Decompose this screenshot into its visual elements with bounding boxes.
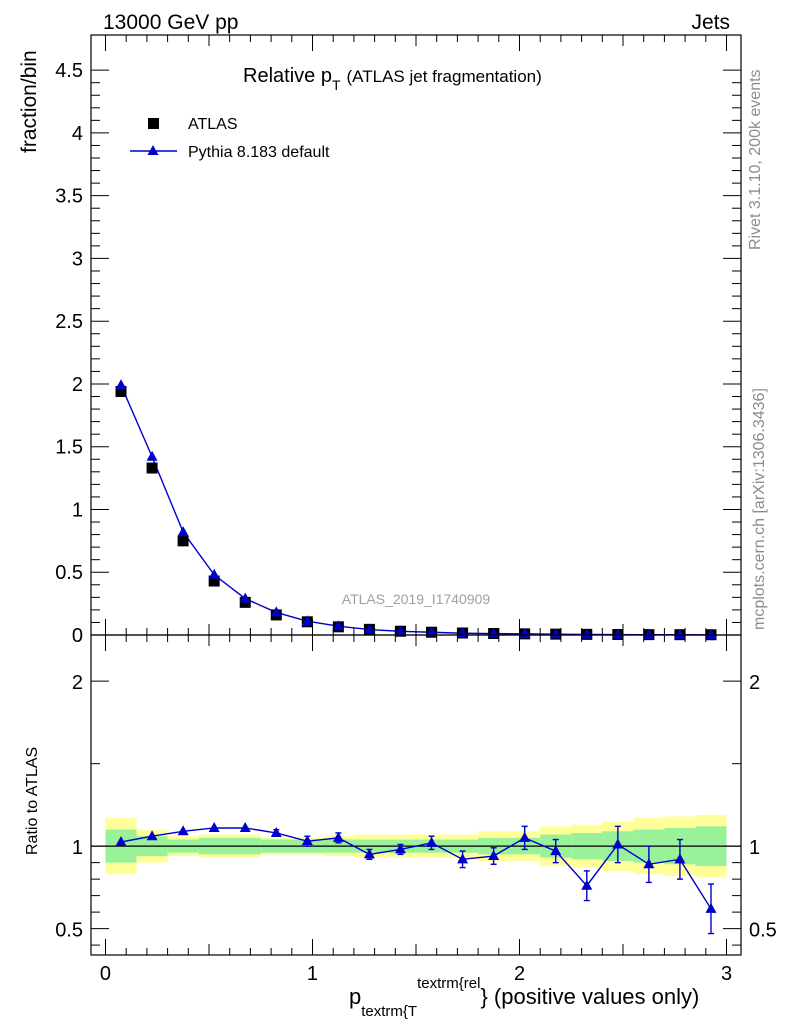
- ratio-point: [550, 845, 562, 856]
- pythia-point: [705, 628, 717, 639]
- main-ticks: 0 0.5 1 1.5 2 2.5 3 3.5 4 4.5: [55, 35, 741, 647]
- atlas-point: [146, 462, 158, 474]
- x-axis-label-rest: } (positive values only): [480, 984, 699, 1009]
- ratio-point: [519, 831, 531, 842]
- ratio-point: [115, 836, 127, 847]
- legend-label-atlas: ATLAS: [188, 116, 238, 133]
- side-label-mcplots: mcplots.cern.ch [arXiv:1306.3436]: [751, 388, 768, 630]
- ratio-ytick-label: 2: [72, 672, 83, 694]
- pythia-point: [208, 568, 220, 579]
- pythia-point: [270, 606, 282, 617]
- x-axis-label: ptextrm{Ttextrm{rel} (positive values on…: [349, 975, 699, 1020]
- plot-title-main: Relative p: [243, 65, 332, 87]
- pythia-point: [674, 628, 686, 639]
- ratio-point: [270, 826, 282, 837]
- ratio-point: [332, 831, 344, 842]
- ratio-xtick-label: 3: [721, 963, 732, 985]
- main-ytick-label: 4: [72, 123, 83, 145]
- x-axis-label-sup: textrm{rel: [417, 975, 480, 992]
- main-ytick-label: 4.5: [55, 60, 83, 82]
- ratio-point: [208, 821, 220, 832]
- ratio-ytick-label-right: 0.5: [749, 920, 777, 942]
- ratio-point: [705, 902, 717, 913]
- plot-title-rest: (ATLAS jet fragmentation): [347, 67, 542, 86]
- pythia-point: [612, 628, 624, 639]
- plot-title-sub: T: [332, 77, 341, 93]
- ratio-point: [612, 838, 624, 849]
- ratio-xtick-label: 1: [307, 963, 318, 985]
- ratio-ytick-label-right: 2: [749, 672, 760, 694]
- atlas-point: [208, 575, 220, 587]
- ratio-ticks: 0.5 0.5 1 1 2 2 0 1 2 3: [55, 635, 777, 985]
- legend-marker-pythia: [147, 145, 159, 155]
- ratio-point: [239, 821, 251, 832]
- ratio-point: [394, 843, 406, 854]
- x-axis-label-sub: textrm{T: [361, 1003, 417, 1020]
- main-ytick-label: 2: [72, 374, 83, 396]
- ratio-ytick-label-right: 1: [749, 837, 760, 859]
- main-ytick-label: 3.5: [55, 186, 83, 208]
- ratio-point: [426, 836, 438, 847]
- ratio-frame: [90, 634, 742, 956]
- pythia-point: [115, 379, 127, 390]
- ratio-ytick-label: 0.5: [55, 920, 83, 942]
- legend-marker-atlas: [148, 118, 159, 129]
- ratio-xtick-label: 2: [514, 963, 525, 985]
- ratio-point: [581, 879, 593, 890]
- ratio-point: [363, 848, 375, 859]
- pythia-point: [643, 628, 655, 639]
- atlas-point: [115, 385, 127, 397]
- ratio-data: [115, 821, 717, 935]
- pythia-point: [426, 626, 438, 637]
- main-ylabel: fraction/bin: [18, 50, 41, 153]
- pythia-point: [177, 526, 189, 537]
- main-ytick-label: 0.5: [55, 562, 83, 584]
- x-axis-label-main: p: [349, 984, 361, 1009]
- ratio-ytick-label: 1: [72, 837, 83, 859]
- main-ytick-label: 2.5: [55, 311, 83, 333]
- main-ytick-label: 0: [72, 625, 83, 647]
- ratio-point: [177, 825, 189, 836]
- ratio-point: [643, 858, 655, 869]
- pythia-point: [146, 450, 158, 461]
- legend-label-pythia: Pythia 8.183 default: [188, 144, 330, 161]
- ratio-point: [301, 835, 313, 846]
- pythia-point: [239, 592, 251, 603]
- pythia-point: [301, 615, 313, 626]
- legend: ATLAS Pythia 8.183 default: [130, 116, 330, 161]
- pythia-point: [394, 625, 406, 636]
- ratio-point: [457, 853, 469, 864]
- pythia-point: [332, 620, 344, 631]
- header-right: Jets: [691, 11, 730, 34]
- pythia-point: [581, 628, 593, 639]
- main-ytick-label: 3: [72, 248, 83, 270]
- header-left: 13000 GeV pp: [103, 11, 238, 34]
- pythia-point: [363, 623, 375, 634]
- plot-title: Relative pT (ATLAS jet fragmentation): [243, 65, 542, 93]
- pythia-point: [550, 628, 562, 639]
- side-label-rivet: Rivet 3.1.10, 200k events: [747, 69, 764, 250]
- ratio-point: [674, 853, 686, 864]
- ratio-point: [146, 830, 158, 841]
- main-data: [115, 379, 717, 641]
- ratio-line: [120, 827, 712, 910]
- analysis-watermark: ATLAS_2019_I1740909: [342, 591, 491, 607]
- atlas-point: [177, 535, 189, 547]
- ratio-xtick-label: 0: [100, 963, 111, 985]
- ratio-ylabel: Ratio to ATLAS: [24, 747, 41, 855]
- main-ytick-label: 1.5: [55, 437, 83, 459]
- main-ytick-label: 1: [72, 499, 83, 521]
- ratio-point: [488, 850, 500, 861]
